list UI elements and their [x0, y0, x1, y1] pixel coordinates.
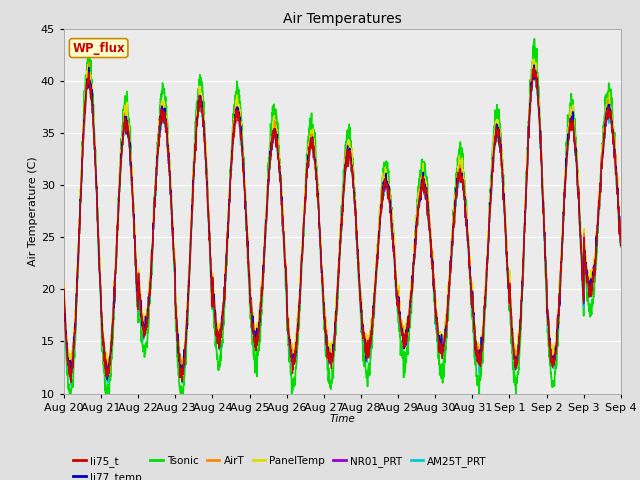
Y-axis label: Air Temperature (C): Air Temperature (C): [28, 156, 38, 266]
Legend: li75_t, li77_temp, Tsonic, AirT, PanelTemp, NR01_PRT, AM25T_PRT: li75_t, li77_temp, Tsonic, AirT, PanelTe…: [69, 452, 491, 480]
X-axis label: Time: Time: [330, 414, 355, 424]
Title: Air Temperatures: Air Temperatures: [283, 12, 402, 26]
Text: WP_flux: WP_flux: [72, 42, 125, 55]
